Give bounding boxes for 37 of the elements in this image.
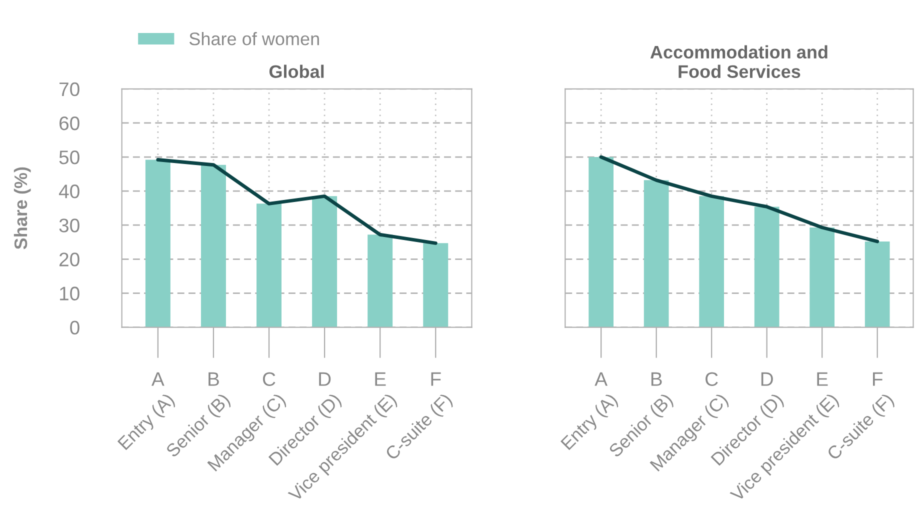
bar	[699, 196, 724, 328]
bar	[256, 204, 282, 328]
bar	[588, 157, 614, 328]
bar	[864, 241, 890, 328]
bar	[644, 180, 669, 328]
x-tick-label: B	[651, 372, 662, 386]
bar	[368, 234, 393, 328]
x-tick-label: B	[208, 372, 219, 386]
x-tick-label: C	[706, 372, 718, 386]
x-tick-label: C	[262, 372, 276, 386]
bar	[312, 196, 338, 328]
x-tick-label: A	[151, 372, 164, 386]
bar	[423, 243, 448, 328]
chart-title: Global	[269, 64, 324, 78]
x-tick-label: E	[817, 372, 828, 386]
bar	[145, 160, 170, 328]
line-series	[156, 158, 438, 245]
y-tick-label: 30	[59, 218, 80, 232]
x-tick-label: F	[872, 372, 882, 386]
x-tick-label: F	[431, 372, 441, 386]
x-tick-label: E	[375, 372, 386, 386]
y-tick-label: 70	[60, 82, 80, 96]
y-tick-label: 50	[59, 150, 80, 164]
y-tick-label: 40	[58, 184, 80, 198]
y-tick-label: 60	[60, 116, 80, 130]
chart-title: Accommodation and Food Services	[650, 45, 828, 78]
x-tick-label: D	[319, 372, 331, 386]
x-tick-label: A	[594, 372, 608, 386]
bar	[810, 228, 835, 328]
y-tick-label: 0	[70, 320, 80, 334]
y-tick-label: 20	[60, 252, 80, 266]
y-tick-label: 10	[60, 286, 80, 300]
bar	[754, 206, 780, 328]
x-tick-label: D	[761, 372, 773, 386]
y-axis-title: Share (%)	[14, 167, 31, 250]
bar	[200, 164, 226, 328]
legend-label: Share of women	[189, 32, 319, 46]
